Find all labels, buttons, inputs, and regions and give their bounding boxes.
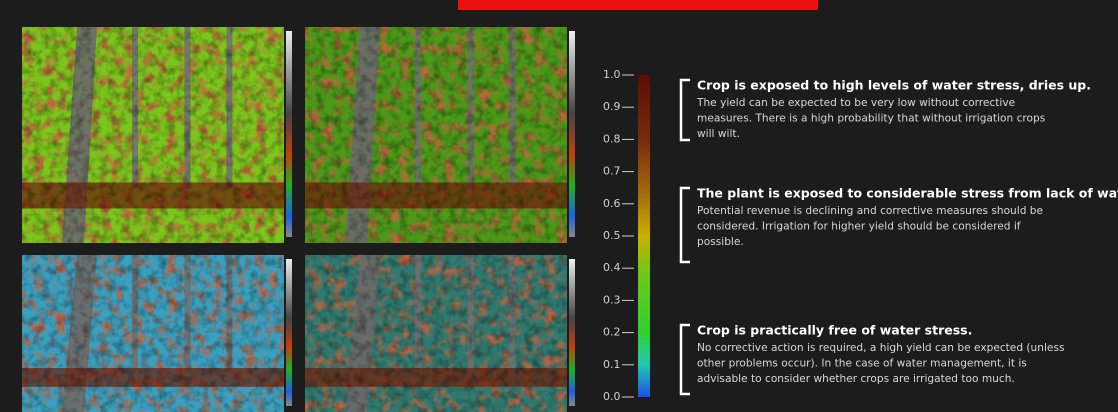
mini-scale [286, 31, 292, 237]
level-text: measures. There is a high probability th… [697, 113, 1045, 125]
tick-label: 0.9 [603, 100, 621, 113]
level-heading: Crop is practically free of water stress… [697, 323, 972, 338]
image-noise [305, 255, 567, 412]
image-noise [305, 27, 567, 243]
aerial-images [22, 27, 575, 412]
level-text: other problems occur). In the case of wa… [697, 358, 1027, 370]
mini-scale [569, 31, 575, 237]
level-text: The yield can be expected to be very low… [696, 97, 1015, 109]
tick-label: 0.6 [603, 197, 621, 210]
tick-label: 0.7 [603, 165, 621, 178]
aerial-image [22, 27, 292, 243]
mini-scale [286, 259, 292, 406]
image-noise [22, 27, 284, 243]
tick-label: 0.1 [603, 358, 621, 371]
level-heading: Crop is exposed to high levels of water … [697, 78, 1091, 93]
tick-label: 0.4 [603, 261, 621, 274]
level-text: considered. Irrigation for higher yield … [697, 221, 1021, 233]
level-text: possible. [697, 236, 744, 248]
mini-scale [569, 259, 575, 406]
tick-label: 0.5 [603, 229, 621, 242]
level-text: No corrective action is required, a high… [697, 342, 1064, 354]
tick-label: 0.2 [603, 326, 621, 339]
color-scale [638, 75, 650, 397]
image-noise [22, 255, 284, 412]
level-text: Potential revenue is declining and corre… [697, 205, 1043, 217]
brackets [679, 78, 690, 396]
bracket [679, 186, 690, 264]
aerial-image [305, 27, 575, 243]
level-text: will wilt. [697, 128, 740, 140]
tick-label: 0.0 [603, 390, 621, 403]
tick-label: 0.8 [603, 132, 621, 145]
aerial-image [22, 255, 292, 412]
level-text: advisable to consider whether crops are … [697, 373, 1015, 385]
bracket [679, 78, 690, 142]
level-heading: The plant is exposed to considerable str… [697, 186, 1118, 201]
tick-label: 1.0 [603, 68, 621, 81]
bracket [679, 323, 690, 396]
red-banner [458, 0, 818, 10]
tick-label: 0.3 [603, 293, 621, 306]
aerial-image [305, 255, 575, 412]
